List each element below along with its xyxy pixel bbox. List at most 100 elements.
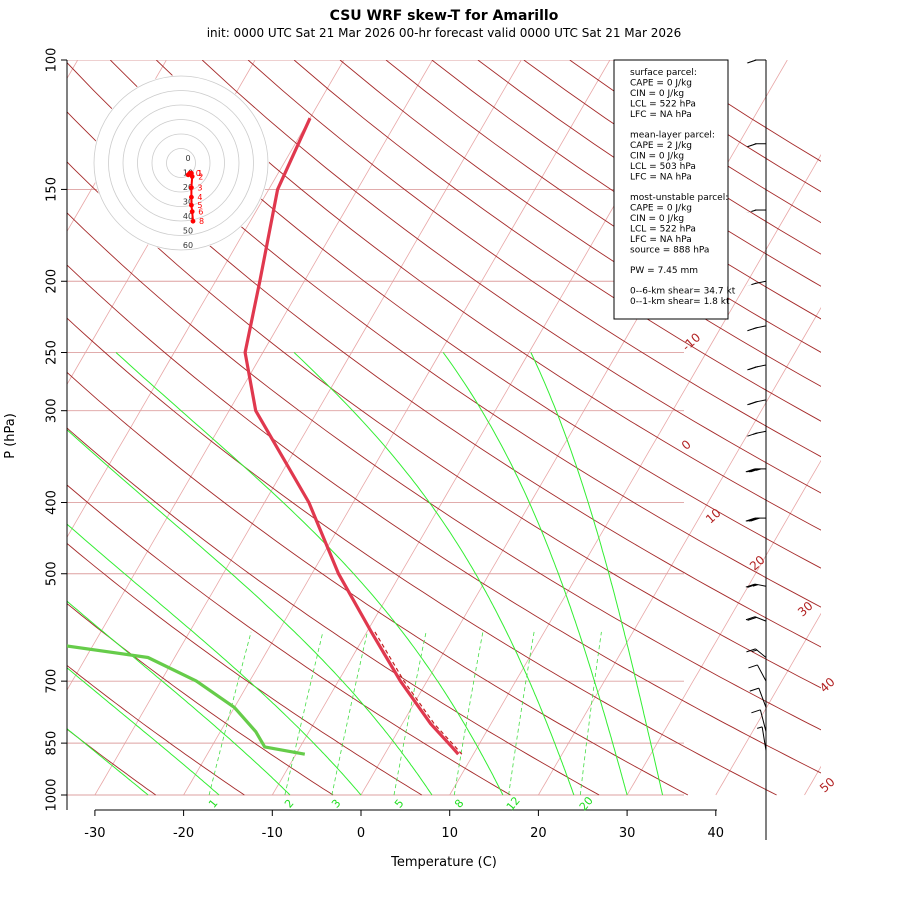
legend-line: LCL = 503 hPa: [630, 162, 696, 172]
y-tick-label: 400: [45, 490, 60, 515]
mixing-ratio-label: 2: [282, 797, 296, 811]
dry-adiabat: [67, 317, 777, 796]
hodograph-ring-label: 30: [183, 198, 193, 207]
wind-barb: [746, 648, 767, 658]
series-line: [243, 117, 460, 756]
series-line: [67, 644, 306, 756]
legend-line: most-unstable parcel:: [630, 193, 728, 203]
dry-adiabat: [293, 60, 821, 422]
isotherm-label: -10: [679, 330, 703, 354]
dry-adiabat: [67, 212, 821, 731]
dry-adiabat: [67, 264, 821, 774]
wind-barb: [745, 325, 767, 332]
legend-line: LFC = NA hPa: [630, 110, 692, 120]
hodograph-point-label: 5: [197, 201, 202, 210]
mixing-ratio-line: [284, 631, 324, 796]
wind-barb: [751, 709, 767, 732]
hodograph-point-label: 4: [197, 193, 202, 202]
hodograph-point-label: 0: [196, 169, 201, 178]
moist-adiabat: [442, 352, 628, 796]
mixing-ratio-line: [331, 631, 368, 796]
hodograph-ring-label: 50: [183, 227, 193, 236]
legend-line: 0--1-km shear= 1.8 kt: [630, 297, 730, 307]
legend-line: CAPE = 0 J/kg: [630, 204, 692, 214]
moist-adiabat: [530, 352, 664, 796]
parcel-trace: [374, 631, 463, 755]
hodograph-ring: [93, 75, 269, 251]
hodograph-point: [189, 185, 194, 191]
moist-adiabat: [67, 728, 149, 796]
wind-barb: [745, 616, 767, 622]
dry-adiabat: [339, 60, 821, 387]
legend-line: CIN = 0 J/kg: [630, 89, 684, 99]
legend-line: CAPE = 2 J/kg: [630, 141, 692, 151]
hodograph-point-label: 3: [197, 184, 202, 193]
mixing-ratio-label: 1: [206, 797, 220, 811]
hodograph-point: [189, 194, 194, 200]
mixing-ratio-label: 5: [392, 797, 406, 811]
legend-line: PW = 7.45 mm: [630, 266, 698, 276]
y-tick-label: 500: [45, 561, 60, 586]
wind-barb: [745, 209, 766, 214]
dry-adiabat: [201, 60, 821, 494]
hodograph-ring-label: 40: [183, 212, 193, 221]
dry-adiabat: [67, 62, 821, 608]
wind-barb: [745, 517, 766, 522]
legend-line: CAPE = 0 J/kg: [630, 79, 692, 89]
hodograph-point: [189, 209, 195, 215]
isotherm-label: 20: [747, 553, 768, 574]
x-tick-label: -10: [262, 826, 283, 841]
y-tick-label: 1000: [45, 778, 60, 811]
x-tick-label: 0: [357, 826, 365, 841]
hodograph-point-label: 6: [198, 208, 203, 217]
wind-barb: [745, 399, 767, 406]
chart-subtitle: init: 0000 UTC Sat 21 Mar 2026 00-hr for…: [207, 26, 682, 40]
hodograph-point: [190, 218, 196, 224]
dry-adiabat: [67, 664, 245, 796]
wind-barb: [745, 364, 767, 371]
legend-line: mean-layer parcel:: [630, 131, 715, 141]
wind-barb: [749, 687, 767, 708]
y-axis-label: P (hPa): [3, 413, 18, 459]
wind-barb: [745, 583, 767, 588]
moist-adiabat: [67, 523, 362, 796]
x-tick-label: 30: [619, 826, 636, 841]
hodograph-point: [189, 174, 195, 179]
legend-line: CIN = 0 J/kg: [630, 214, 684, 224]
isotherm-label: 0: [679, 437, 694, 453]
hodograph-ring: [137, 119, 225, 207]
hodograph-point-label: 2: [198, 172, 203, 181]
hodograph-bg: [93, 75, 269, 251]
wind-barb: [745, 430, 767, 437]
hodograph-ring-label: 0: [185, 154, 190, 163]
y-tick-label: 300: [45, 398, 60, 423]
isotherm-line: [715, 612, 821, 796]
hodograph-ring-label: 60: [183, 241, 193, 250]
x-axis-label: Temperature (C): [390, 855, 497, 870]
legend-line: surface parcel:: [630, 68, 697, 78]
legend-box: [613, 59, 729, 320]
hodograph-point: [189, 202, 194, 208]
y-tick-label: 700: [45, 669, 60, 694]
wind-barb: [745, 280, 767, 287]
x-tick-label: 40: [708, 826, 725, 841]
x-tick-label: 10: [441, 826, 458, 841]
dry-adiabat: [67, 484, 511, 796]
moist-adiabat: [293, 352, 575, 796]
hodograph-ring-label: 20: [183, 183, 193, 192]
dry-adiabat: [67, 161, 821, 689]
wind-barb: [757, 726, 767, 751]
wind-barb: [745, 59, 766, 64]
mixing-ratio-line: [208, 631, 252, 796]
hodograph-ring: [108, 90, 254, 236]
y-tick-label: 150: [45, 177, 60, 202]
hodograph-ring: [166, 148, 196, 178]
isotherm-label: 10: [703, 506, 724, 527]
mixing-ratio-line: [508, 631, 535, 796]
y-tick-label: 100: [45, 48, 60, 73]
legend-line: 0--6-km shear= 34.7 kt: [630, 287, 736, 297]
moist-adiabat: [67, 667, 220, 796]
x-tick-label: 20: [530, 826, 547, 841]
